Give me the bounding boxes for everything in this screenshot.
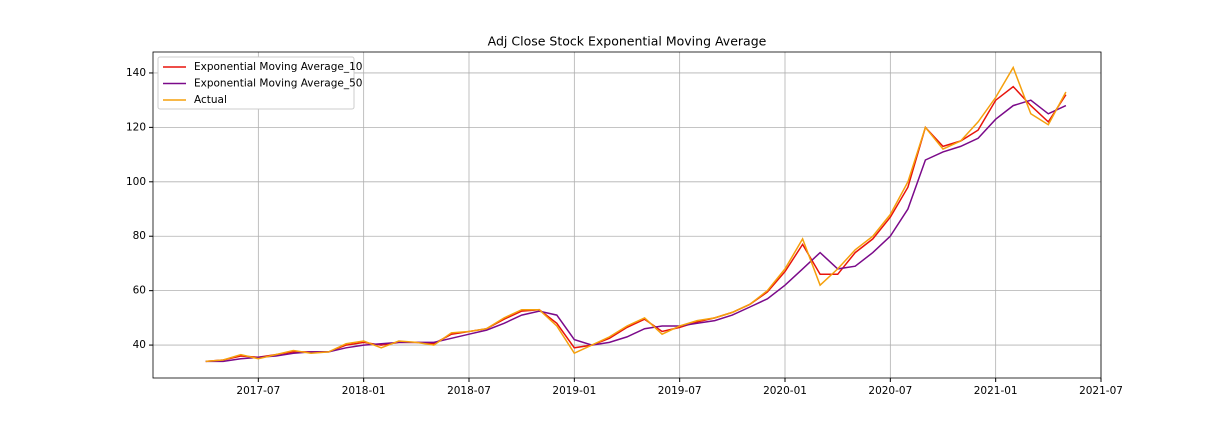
- legend: Exponential Moving Average_10 Exponential…: [157, 56, 362, 110]
- series-line: [205, 65, 1067, 363]
- y-tick-label: 40: [133, 339, 146, 351]
- plot-frame: [152, 51, 1102, 379]
- y-tick-label: 80: [133, 230, 146, 242]
- x-tick-label: 2019-01: [552, 385, 596, 397]
- chart-title: Adj Close Stock Exponential Moving Avera…: [488, 34, 767, 49]
- x-tick-label: 2018-07: [447, 385, 491, 397]
- legend-label: Exponential Moving Average_50: [194, 78, 362, 90]
- y-tick-label: 60: [133, 285, 146, 297]
- x-tick-label: 2020-07: [868, 385, 912, 397]
- legend-box: [157, 56, 355, 110]
- y-tick-label: 140: [126, 67, 146, 79]
- legend-label: Actual: [194, 94, 227, 106]
- series-line: [205, 99, 1067, 363]
- x-tick-label: 2018-01: [342, 385, 386, 397]
- y-tick-label: 120: [126, 121, 146, 133]
- x-tick-label: 2021-01: [974, 385, 1018, 397]
- legend-label: Exponential Moving Average_10: [194, 61, 362, 73]
- y-tick-label: 100: [126, 176, 146, 188]
- x-tick-label: 2021-07: [1079, 385, 1123, 397]
- x-tick-label: 2020-01: [763, 385, 807, 397]
- x-tick-label: 2017-07: [236, 385, 280, 397]
- x-tick-label: 2019-07: [658, 385, 702, 397]
